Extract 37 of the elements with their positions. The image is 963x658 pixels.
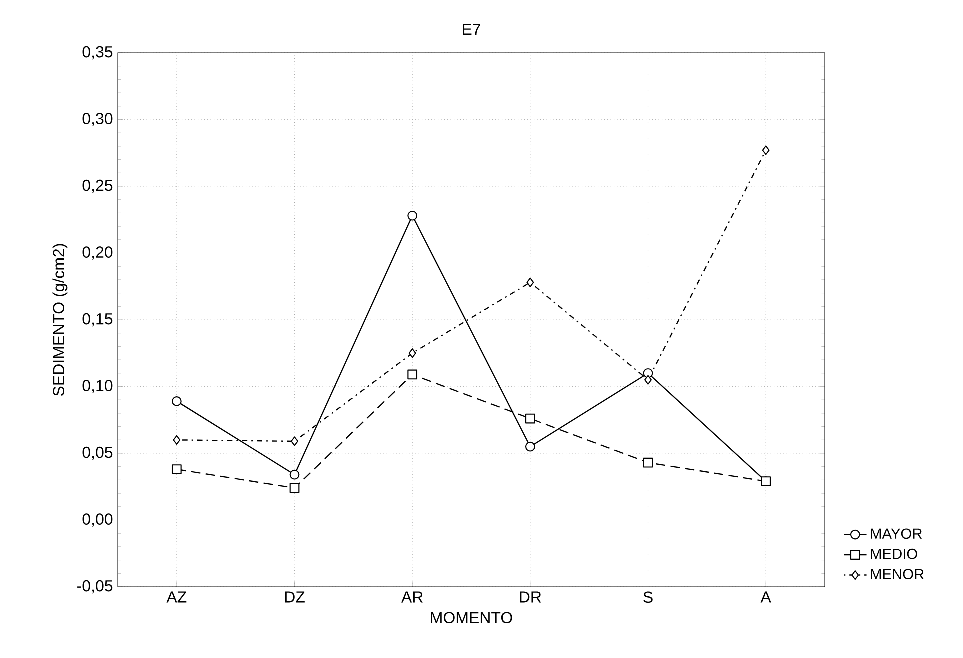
x-tick-label: A: [760, 592, 772, 603]
point: [644, 375, 652, 385]
y-tick-label: 0,25: [82, 180, 113, 194]
point: [525, 414, 536, 424]
point: [172, 464, 182, 474]
legend-label: MAYOR: [871, 528, 922, 540]
y-tick-label: -0,05: [78, 580, 113, 594]
x-tick-label: DR: [520, 592, 542, 603]
point: [408, 348, 416, 358]
y-tick-label: 0,00: [82, 514, 113, 527]
point: [761, 476, 772, 486]
legend-label: MEDIO: [871, 548, 918, 560]
x-axis-title: MOMENTO: [431, 612, 512, 624]
point: [173, 435, 181, 445]
x-tick-label: DZ: [285, 592, 305, 603]
point: [408, 210, 418, 221]
point: [290, 483, 300, 494]
y-tick-label: 0,05: [82, 446, 113, 460]
point: [525, 442, 536, 452]
y-axis-title: SEDIMENTO (g/cm2): [52, 244, 68, 396]
point: [290, 470, 300, 480]
point: [172, 396, 182, 406]
y-tick-label: 0,30: [82, 113, 113, 126]
x-tick-label: S: [644, 592, 653, 604]
x-tick-label: AR: [401, 592, 423, 603]
point: [408, 370, 418, 380]
x-tick-label: AZ: [166, 592, 187, 603]
chart-title: E7: [463, 24, 480, 35]
y-tick-label: 0,15: [82, 313, 113, 327]
y-tick-label: 0,10: [82, 380, 113, 394]
point: [643, 458, 654, 468]
y-tick-label: 0,20: [82, 246, 113, 260]
legend-label: MENOR: [871, 569, 924, 580]
point: [762, 146, 770, 156]
point: [291, 436, 298, 446]
point: [526, 278, 534, 288]
y-tick-label: 0,35: [82, 46, 113, 60]
